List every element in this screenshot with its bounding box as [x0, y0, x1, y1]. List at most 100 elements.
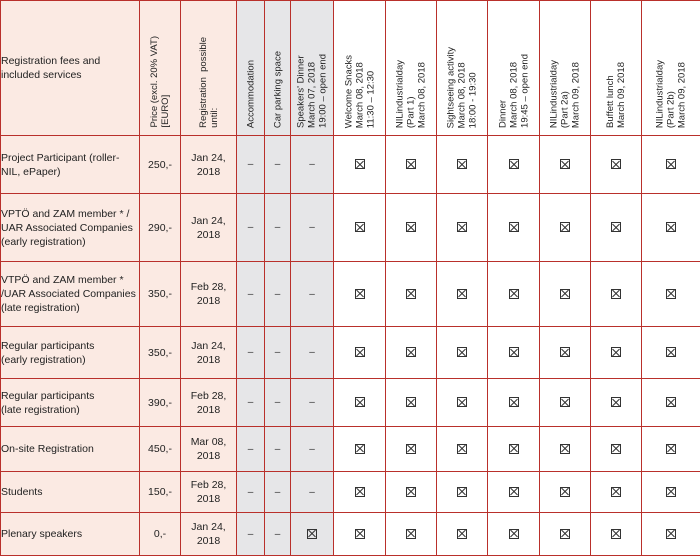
participant-category: VPTÖ and ZAM member * / UAR Associated C…	[1, 194, 140, 262]
included-checkbox-icon	[457, 397, 467, 407]
price-cell: 290,-	[140, 194, 181, 262]
included-cell	[642, 427, 700, 472]
deadline-cell: Jan 24, 2018	[181, 136, 237, 194]
included-checkbox-icon	[509, 289, 519, 299]
not-included-dash: –	[248, 529, 254, 540]
price-cell: 350,-	[140, 327, 181, 379]
included-checkbox-icon	[666, 289, 676, 299]
included-cell	[591, 327, 642, 379]
not-included-cell: –	[237, 262, 265, 327]
included-checkbox-icon	[509, 397, 519, 407]
not-included-dash: –	[275, 487, 281, 498]
not-included-cell: –	[237, 427, 265, 472]
price-header: Price (excl. 20% VAT) [EURO]	[140, 1, 181, 136]
included-checkbox-icon	[406, 289, 416, 299]
included-cell	[386, 513, 437, 556]
included-cell	[540, 379, 591, 427]
included-cell	[591, 472, 642, 513]
included-cell	[642, 136, 700, 194]
service-header-accommodation: Accommodation	[237, 1, 265, 136]
deadline-cell: Jan 24, 2018	[181, 513, 237, 556]
price-cell: 0,-	[140, 513, 181, 556]
included-checkbox-icon	[355, 444, 365, 454]
included-cell	[437, 262, 488, 327]
not-included-cell: –	[291, 194, 334, 262]
not-included-dash: –	[309, 397, 315, 408]
deadline-header: Registration possible until:	[181, 1, 237, 136]
included-cell	[334, 427, 386, 472]
not-included-cell: –	[265, 472, 291, 513]
included-checkbox-icon	[560, 289, 570, 299]
not-included-cell: –	[291, 472, 334, 513]
included-cell	[291, 513, 334, 556]
included-checkbox-icon	[509, 444, 519, 454]
price-cell: 450,-	[140, 427, 181, 472]
service-header-label: Accommodation	[245, 60, 256, 128]
included-checkbox-icon	[406, 444, 416, 454]
not-included-dash: –	[248, 444, 254, 455]
not-included-cell: –	[291, 379, 334, 427]
not-included-dash: –	[309, 347, 315, 358]
included-cell	[437, 194, 488, 262]
included-checkbox-icon	[666, 347, 676, 357]
table-row: VTPÖ and ZAM member * /UAR Associated Co…	[1, 262, 700, 327]
included-checkbox-icon	[560, 222, 570, 232]
service-header-speakers-dinner: Speakers' Dinner March 07, 2018 19:00 – …	[291, 1, 334, 136]
price-cell: 390,-	[140, 379, 181, 427]
included-checkbox-icon	[611, 159, 621, 169]
included-cell	[334, 472, 386, 513]
corner-label: Registration fees and included services	[1, 55, 100, 81]
service-header-label: Buffett lunch March 09, 2018	[605, 62, 627, 128]
not-included-cell: –	[237, 327, 265, 379]
included-checkbox-icon	[611, 347, 621, 357]
not-included-cell: –	[237, 136, 265, 194]
deadline-cell: Feb 28, 2018	[181, 472, 237, 513]
table-row: Regular participants (early registration…	[1, 327, 700, 379]
not-included-dash: –	[309, 444, 315, 455]
included-cell	[540, 327, 591, 379]
not-included-dash: –	[248, 289, 254, 300]
not-included-cell: –	[291, 427, 334, 472]
included-checkbox-icon	[509, 159, 519, 169]
not-included-cell: –	[265, 327, 291, 379]
included-checkbox-icon	[611, 444, 621, 454]
included-cell	[591, 262, 642, 327]
participant-category: Regular participants (early registration…	[1, 327, 140, 379]
table-row: Regular participants (late registration)…	[1, 379, 700, 427]
not-included-dash: –	[275, 347, 281, 358]
included-cell	[437, 427, 488, 472]
included-cell	[386, 136, 437, 194]
included-checkbox-icon	[355, 347, 365, 357]
deadline-cell: Jan 24, 2018	[181, 327, 237, 379]
included-cell	[488, 513, 540, 556]
included-cell	[488, 472, 540, 513]
included-cell	[591, 427, 642, 472]
included-checkbox-icon	[355, 397, 365, 407]
included-cell	[488, 136, 540, 194]
table-row: Project Participant (roller- NIL, ePaper…	[1, 136, 700, 194]
included-checkbox-icon	[666, 487, 676, 497]
included-cell	[334, 379, 386, 427]
included-checkbox-icon	[611, 397, 621, 407]
service-header-industrialday-1: NILindustrialday (Part 1) March 08, 2018	[386, 1, 437, 136]
service-header-label: NILindustrialday (Part 1) March 08, 2018	[395, 60, 428, 128]
fee-rows: Project Participant (roller- NIL, ePaper…	[1, 136, 700, 556]
included-checkbox-icon	[355, 487, 365, 497]
included-cell	[437, 136, 488, 194]
participant-category: On-site Registration	[1, 427, 140, 472]
included-checkbox-icon	[355, 159, 365, 169]
included-cell	[386, 472, 437, 513]
corner-header: Registration fees and included services	[1, 1, 140, 136]
not-included-dash: –	[248, 159, 254, 170]
price-cell: 250,-	[140, 136, 181, 194]
not-included-cell: –	[237, 194, 265, 262]
not-included-dash: –	[309, 159, 315, 170]
included-checkbox-icon	[560, 347, 570, 357]
included-cell	[334, 194, 386, 262]
included-checkbox-icon	[406, 159, 416, 169]
included-checkbox-icon	[666, 159, 676, 169]
not-included-dash: –	[309, 289, 315, 300]
price-cell: 150,-	[140, 472, 181, 513]
not-included-dash: –	[275, 397, 281, 408]
